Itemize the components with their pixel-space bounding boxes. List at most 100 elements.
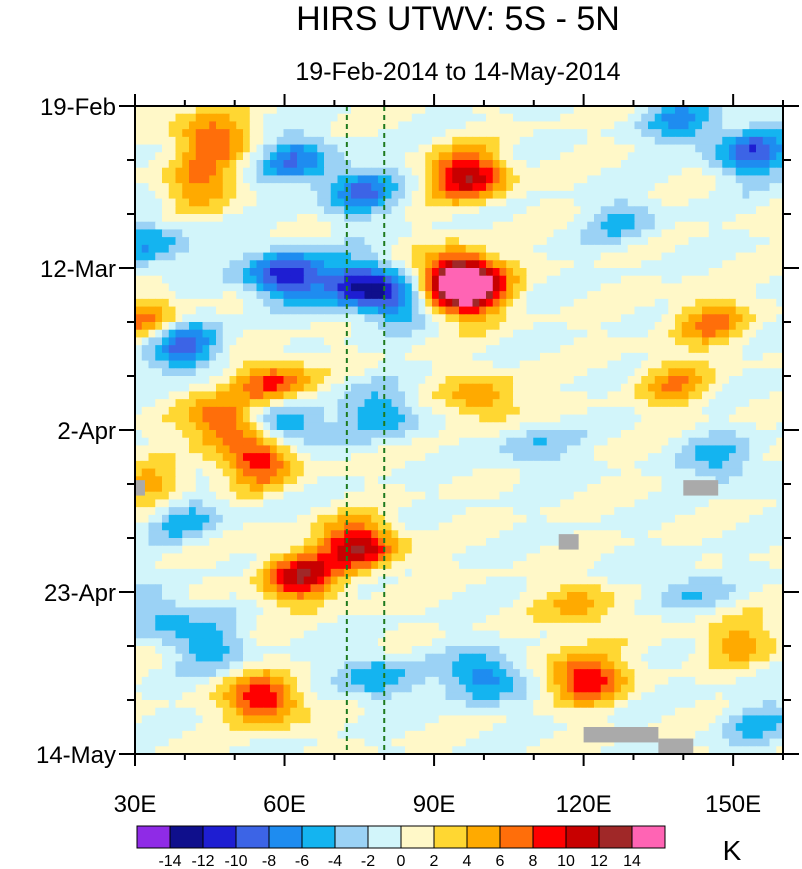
heat-cell bbox=[735, 376, 744, 385]
heat-cell bbox=[776, 298, 783, 308]
heat-cell bbox=[189, 206, 197, 215]
heat-cell bbox=[479, 244, 487, 254]
heat-cell bbox=[283, 283, 291, 292]
heat-cell bbox=[567, 368, 575, 377]
heat-cell bbox=[702, 345, 710, 354]
heat-cell bbox=[486, 237, 494, 246]
heat-cell bbox=[492, 306, 501, 315]
heat-cell bbox=[330, 252, 339, 261]
heat-cell bbox=[486, 144, 494, 153]
heat-cell bbox=[715, 221, 723, 231]
heat-cell bbox=[519, 453, 528, 462]
heat-cell bbox=[519, 190, 528, 200]
heat-cell bbox=[357, 491, 366, 501]
heat-cell bbox=[310, 453, 318, 462]
heat-cell bbox=[324, 106, 332, 115]
heat-cell bbox=[499, 291, 507, 300]
heat-cell bbox=[540, 453, 548, 462]
heat-cell bbox=[654, 237, 663, 246]
heat-cell bbox=[546, 252, 555, 261]
heat-cell bbox=[607, 314, 615, 323]
heat-cell bbox=[344, 198, 352, 207]
heat-cell bbox=[148, 337, 156, 346]
heat-cell bbox=[155, 460, 163, 470]
heat-cell bbox=[357, 453, 366, 462]
heat-cell bbox=[573, 468, 582, 477]
heat-cell bbox=[533, 430, 541, 439]
heat-cell bbox=[202, 106, 210, 115]
heat-cell bbox=[337, 491, 345, 501]
heat-cell bbox=[337, 476, 345, 485]
heat-cell bbox=[432, 113, 440, 123]
heat-cell bbox=[425, 383, 433, 393]
heat-cell bbox=[634, 106, 642, 115]
heat-cell bbox=[681, 291, 690, 300]
heat-cell bbox=[209, 244, 217, 254]
heat-cell bbox=[580, 298, 588, 308]
heat-cell bbox=[283, 306, 291, 315]
heat-cell bbox=[324, 214, 332, 223]
heat-cell bbox=[391, 144, 399, 153]
heat-cell bbox=[148, 322, 156, 331]
heat-cell bbox=[594, 136, 602, 146]
heat-cell bbox=[668, 406, 676, 416]
heat-cell bbox=[587, 214, 595, 223]
heat-cell bbox=[776, 190, 783, 200]
heat-cell bbox=[337, 445, 345, 454]
heat-cell bbox=[641, 391, 649, 400]
heat-cell bbox=[546, 129, 555, 138]
heat-cell bbox=[735, 399, 744, 408]
heat-cell bbox=[216, 360, 224, 369]
heat-cell bbox=[202, 430, 210, 439]
heat-cell bbox=[661, 314, 669, 323]
heat-cell bbox=[648, 291, 656, 300]
heat-cell bbox=[492, 360, 501, 369]
heat-cell bbox=[614, 221, 622, 231]
heat-cell bbox=[641, 214, 649, 223]
heat-cell bbox=[263, 337, 271, 346]
heat-cell bbox=[168, 298, 177, 308]
heat-cell bbox=[371, 476, 379, 485]
heat-cell bbox=[202, 352, 210, 362]
heat-cell bbox=[769, 337, 777, 346]
heat-cell bbox=[621, 229, 629, 238]
heat-cell bbox=[492, 283, 501, 292]
heat-cell bbox=[290, 383, 298, 393]
heat-cell bbox=[654, 345, 663, 354]
heat-cell bbox=[263, 136, 271, 146]
heat-cell bbox=[182, 268, 190, 277]
heat-cell bbox=[533, 214, 541, 223]
heat-cell bbox=[499, 499, 507, 508]
heat-cell bbox=[216, 376, 224, 385]
heat-cell bbox=[648, 136, 656, 146]
heat-cell bbox=[189, 214, 197, 223]
heat-cell bbox=[135, 229, 143, 238]
heat-cell bbox=[634, 322, 642, 331]
heat-cell bbox=[600, 314, 609, 323]
heat-cell bbox=[148, 298, 156, 308]
heat-cell bbox=[735, 298, 744, 308]
heat-cell bbox=[661, 499, 669, 508]
heat-cell bbox=[580, 460, 588, 470]
heat-cell bbox=[445, 329, 453, 339]
heat-cell bbox=[681, 383, 690, 393]
heat-cell bbox=[222, 214, 231, 223]
heat-cell bbox=[519, 445, 528, 454]
heat-cell bbox=[702, 376, 710, 385]
heat-cell bbox=[249, 345, 258, 354]
heat-cell bbox=[702, 322, 710, 331]
heat-cell bbox=[141, 121, 150, 130]
heat-cell bbox=[148, 190, 156, 200]
heat-cell bbox=[688, 376, 696, 385]
heat-cell bbox=[411, 121, 420, 130]
heat-cell bbox=[506, 329, 514, 339]
heat-cell bbox=[276, 152, 285, 161]
heat-cell bbox=[297, 399, 305, 408]
heat-cell bbox=[175, 183, 183, 192]
heat-cell bbox=[357, 468, 366, 477]
heat-cell bbox=[371, 275, 379, 285]
heat-cell bbox=[729, 322, 737, 331]
heat-cell bbox=[168, 252, 177, 261]
heat-cell bbox=[621, 113, 629, 123]
heat-cell bbox=[627, 268, 636, 277]
